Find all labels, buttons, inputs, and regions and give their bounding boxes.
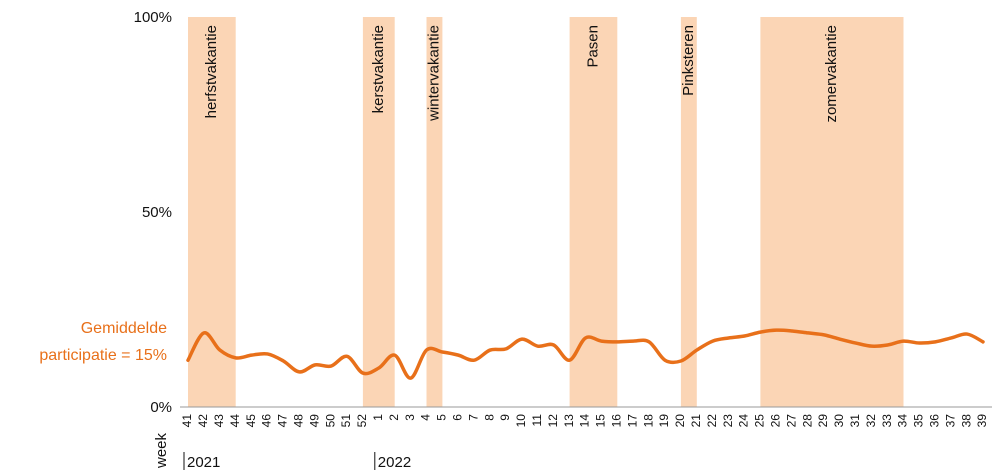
- x-tick-label: 11: [530, 414, 544, 427]
- x-tick-label: 31: [848, 414, 862, 428]
- x-tick-label: 27: [784, 414, 798, 428]
- band-label: Pasen: [584, 25, 601, 68]
- x-tick-label: 48: [291, 414, 305, 428]
- x-tick-label: 14: [578, 414, 592, 428]
- holiday-band: [362, 17, 395, 407]
- x-tick-label: 12: [546, 414, 560, 428]
- x-tick-label: 47: [276, 414, 290, 428]
- x-tick-label: 26: [768, 414, 782, 428]
- y-tick-label: 0%: [150, 399, 172, 416]
- x-tick-label: 18: [641, 414, 655, 428]
- annotation: participatie = 15%: [39, 347, 167, 364]
- x-tick-label: 41: [180, 414, 194, 428]
- holiday-band: [760, 17, 904, 407]
- x-tick-label: 52: [355, 414, 369, 428]
- x-tick-label: 10: [514, 414, 528, 428]
- x-tick-label: 19: [657, 414, 671, 428]
- x-tick-label: 50: [323, 414, 337, 428]
- x-tick-label: 36: [927, 414, 941, 428]
- x-tick-label: 35: [912, 414, 926, 428]
- x-tick-label: 16: [609, 414, 623, 428]
- x-tick-label: 46: [260, 414, 274, 428]
- band-label: wintervakantie: [425, 25, 442, 122]
- x-tick-label: 23: [721, 414, 735, 428]
- line-series: [186, 328, 985, 380]
- x-tick-label: 2: [387, 414, 401, 421]
- holiday-band: [680, 17, 697, 407]
- x-tick-label: 17: [625, 414, 639, 428]
- x-tick-label: 6: [450, 414, 464, 421]
- band-label: zomervakantie: [823, 25, 840, 123]
- annotation: Gemiddelde: [81, 320, 167, 337]
- x-tick-label: 3: [403, 414, 417, 421]
- x-tick-label: 8: [482, 414, 496, 421]
- x-tick-label: 22: [705, 414, 719, 428]
- year-label: 2022: [378, 454, 411, 471]
- x-tick-label: 51: [339, 414, 353, 428]
- x-tick-label: 9: [498, 414, 512, 421]
- x-tick-label: 49: [307, 414, 321, 428]
- band-label: herfstvakantie: [203, 25, 220, 118]
- x-tick-label: 28: [800, 414, 814, 428]
- x-tick-label: 29: [816, 414, 830, 428]
- x-tick-label: 13: [562, 414, 576, 428]
- x-tick-label: 34: [896, 414, 910, 428]
- x-tick-label: 5: [435, 414, 449, 421]
- x-tick-label: 1: [371, 414, 385, 421]
- x-tick-label: 45: [244, 414, 258, 428]
- y-tick-label: 50%: [142, 204, 172, 221]
- x-tick-label: 20: [673, 414, 687, 428]
- holiday-band: [426, 17, 443, 407]
- x-tick-label: 32: [864, 414, 878, 428]
- x-tick-label: 15: [594, 414, 608, 428]
- x-axis-label: week: [153, 432, 170, 469]
- x-tick-label: 37: [943, 414, 957, 428]
- x-tick-label: 43: [212, 414, 226, 428]
- year-label: 2021: [187, 454, 220, 471]
- band-label: Pinksteren: [680, 25, 697, 96]
- x-tick-label: 38: [959, 414, 973, 428]
- y-tick-label: 100%: [134, 9, 172, 26]
- x-tick-label: 4: [419, 414, 433, 421]
- x-tick-label: 25: [753, 414, 767, 428]
- x-tick-label: 7: [466, 414, 480, 421]
- x-tick-label: 24: [737, 414, 751, 428]
- band-label: kerstvakantie: [370, 25, 387, 113]
- x-tick-label: 21: [689, 414, 703, 428]
- x-tick-label: 33: [880, 414, 894, 428]
- x-tick-label: 44: [228, 414, 242, 428]
- x-tick-label: 39: [975, 414, 989, 428]
- x-tick-label: 42: [196, 414, 210, 428]
- x-tick-label: 30: [832, 414, 846, 428]
